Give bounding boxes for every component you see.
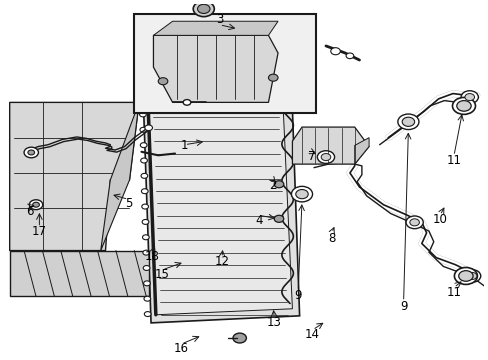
Polygon shape	[146, 48, 292, 315]
Circle shape	[28, 150, 35, 155]
Circle shape	[193, 1, 214, 17]
Polygon shape	[101, 102, 139, 251]
Circle shape	[401, 117, 414, 126]
Text: 6: 6	[26, 204, 34, 217]
Circle shape	[464, 94, 473, 101]
Text: 9: 9	[399, 300, 407, 313]
Polygon shape	[292, 127, 368, 164]
Circle shape	[397, 114, 418, 130]
Circle shape	[138, 50, 144, 55]
Polygon shape	[10, 251, 148, 296]
Text: 14: 14	[305, 328, 319, 341]
Circle shape	[458, 271, 472, 281]
Bar	[134, 14, 316, 113]
Circle shape	[467, 273, 476, 279]
Text: 5: 5	[124, 197, 132, 210]
Circle shape	[33, 202, 40, 207]
Circle shape	[460, 91, 477, 103]
Text: 1: 1	[181, 139, 188, 152]
Circle shape	[139, 112, 146, 117]
Circle shape	[139, 81, 145, 86]
Text: 11: 11	[446, 154, 461, 167]
Circle shape	[143, 296, 150, 301]
Circle shape	[140, 127, 146, 132]
Circle shape	[321, 154, 330, 161]
Circle shape	[183, 100, 190, 105]
Text: 10: 10	[432, 213, 447, 226]
Circle shape	[274, 215, 283, 222]
Polygon shape	[141, 41, 299, 323]
Circle shape	[138, 66, 145, 71]
Text: 7: 7	[307, 149, 315, 162]
Circle shape	[139, 96, 145, 102]
Text: 3: 3	[215, 13, 223, 26]
Text: 17: 17	[32, 225, 47, 238]
Circle shape	[409, 219, 419, 226]
Text: 13: 13	[266, 316, 281, 329]
Text: 11: 11	[446, 286, 461, 299]
Circle shape	[142, 220, 148, 224]
Polygon shape	[153, 35, 278, 102]
Circle shape	[456, 101, 470, 111]
Text: 15: 15	[154, 268, 169, 281]
Circle shape	[143, 281, 150, 286]
Circle shape	[463, 270, 480, 282]
Circle shape	[141, 174, 147, 178]
Circle shape	[295, 189, 307, 199]
Circle shape	[405, 216, 423, 229]
Circle shape	[141, 189, 148, 194]
Text: 18: 18	[145, 251, 160, 264]
Text: 16: 16	[173, 342, 188, 355]
Text: 9: 9	[294, 289, 301, 302]
Circle shape	[197, 4, 209, 13]
Polygon shape	[354, 138, 368, 164]
Circle shape	[232, 333, 246, 343]
Polygon shape	[153, 21, 278, 35]
Circle shape	[268, 74, 278, 81]
Circle shape	[24, 147, 39, 158]
Circle shape	[144, 125, 152, 131]
Circle shape	[346, 53, 353, 59]
Circle shape	[141, 158, 147, 163]
Circle shape	[144, 312, 151, 316]
Circle shape	[142, 204, 148, 209]
Circle shape	[274, 181, 283, 188]
Polygon shape	[10, 102, 139, 251]
Circle shape	[142, 235, 149, 240]
Text: 12: 12	[214, 255, 229, 268]
Circle shape	[330, 48, 340, 55]
Circle shape	[317, 151, 334, 163]
Circle shape	[142, 250, 149, 255]
Circle shape	[140, 143, 147, 148]
Text: 4: 4	[255, 214, 262, 227]
Circle shape	[291, 186, 312, 202]
Text: 2: 2	[269, 179, 276, 192]
Circle shape	[29, 200, 42, 210]
Circle shape	[453, 267, 476, 284]
Circle shape	[158, 78, 167, 85]
Circle shape	[451, 98, 474, 114]
Circle shape	[143, 266, 150, 270]
Text: 8: 8	[327, 232, 335, 245]
